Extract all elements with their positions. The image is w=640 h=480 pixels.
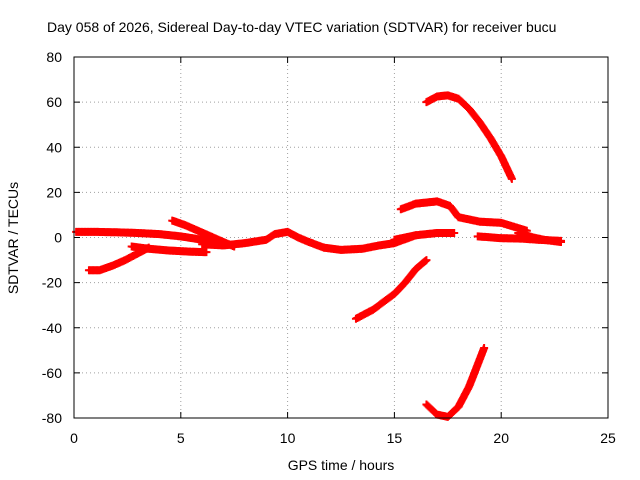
x-tick-label: 5 bbox=[177, 430, 185, 446]
series-arc-5 bbox=[198, 227, 328, 252]
series-arc-7 bbox=[390, 228, 459, 244]
axis-ticks: 0 5 10 15 20 25 -80 -60 -40 -20 0 20 40 60 80 bbox=[42, 49, 616, 446]
series-arc-12 bbox=[351, 256, 431, 323]
x-tick-label: 25 bbox=[600, 430, 616, 446]
x-tick-label: 0 bbox=[70, 430, 78, 446]
chart-title: Day 058 of 2026, Sidereal Day-to-day VTE… bbox=[47, 19, 556, 35]
series-arc-8 bbox=[396, 197, 531, 235]
y-tick-label: 60 bbox=[46, 94, 62, 110]
data-points bbox=[72, 91, 566, 421]
y-tick-label: -20 bbox=[42, 275, 62, 291]
y-tick-label: 40 bbox=[46, 139, 62, 155]
series-arc-11 bbox=[422, 91, 516, 183]
series-arc-13 bbox=[422, 344, 489, 421]
y-tick-label: -80 bbox=[42, 410, 62, 426]
x-tick-label: 20 bbox=[493, 430, 509, 446]
plot-frame bbox=[73, 56, 609, 419]
series-arc-10 bbox=[514, 228, 566, 247]
x-tick-label: 15 bbox=[387, 430, 403, 446]
plus-marker bbox=[450, 228, 459, 237]
y-tick-label: 0 bbox=[54, 230, 62, 246]
y-tick-label: -60 bbox=[42, 365, 62, 381]
y-tick-label: 80 bbox=[46, 49, 62, 65]
y-axis-label: SDTVAR / TECUs bbox=[5, 182, 21, 294]
y-tick-label: 20 bbox=[46, 184, 62, 200]
plus-marker bbox=[557, 238, 566, 247]
y-tick-label: -40 bbox=[42, 320, 62, 336]
x-tick-label: 10 bbox=[280, 430, 296, 446]
plus-marker bbox=[507, 174, 516, 183]
series-arc-3 bbox=[127, 242, 211, 257]
plus-marker bbox=[202, 248, 211, 257]
plus-marker bbox=[422, 256, 431, 265]
plus-marker bbox=[480, 344, 489, 353]
series-arc-4 bbox=[168, 216, 239, 251]
x-axis-label: GPS time / hours bbox=[288, 457, 395, 473]
